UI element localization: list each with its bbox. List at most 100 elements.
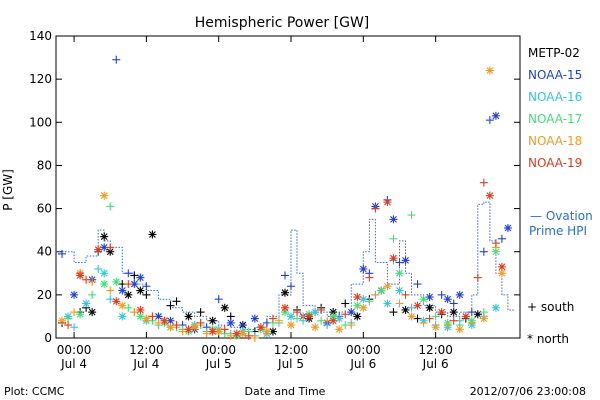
- data-point-metp-02: [184, 312, 193, 321]
- data-point-noaa-15: [214, 295, 223, 304]
- data-point-noaa-19: [172, 321, 181, 330]
- x-tick-date: Jul 4: [60, 357, 87, 371]
- data-point-noaa-19: [196, 318, 205, 327]
- data-point-metp-02: [208, 316, 217, 325]
- data-point-noaa-19: [293, 308, 302, 317]
- data-point-noaa-18: [202, 329, 211, 338]
- data-point-noaa-19: [425, 314, 434, 323]
- data-point-noaa-19: [184, 325, 193, 334]
- y-tick-label: 100: [29, 115, 52, 129]
- footer-left: Plot: CCMC: [4, 385, 65, 398]
- data-point-noaa-15: [485, 116, 494, 125]
- legend: METP-02 NOAA-15 NOAA-16 NOAA-17 NOAA-18 NOAA-…: [528, 46, 582, 170]
- data-point-noaa-17: [407, 211, 416, 220]
- data-point-noaa-16: [335, 314, 344, 323]
- x-axis-label: Date and Time: [245, 385, 326, 398]
- data-point-noaa-17: [419, 295, 428, 304]
- data-point-noaa-19: [112, 297, 121, 306]
- data-point-noaa-18: [118, 301, 127, 310]
- data-point-noaa-18: [287, 321, 296, 330]
- data-point-noaa-15: [118, 286, 127, 295]
- data-point-metp-02: [473, 310, 482, 319]
- data-point-noaa-18: [419, 318, 428, 327]
- data-point-noaa-18: [262, 327, 271, 336]
- data-point-metp-02: [124, 290, 133, 299]
- data-point-metp-02: [172, 297, 181, 306]
- data-point-noaa-18: [190, 323, 199, 332]
- legend-entry-noaa-18: NOAA-18: [528, 134, 582, 148]
- data-point-noaa-18: [100, 191, 109, 200]
- x-tick-time: 00:00: [57, 343, 92, 357]
- data-point-noaa-18: [238, 329, 247, 338]
- data-point-noaa-15: [491, 111, 500, 120]
- data-point-noaa-15: [124, 269, 133, 278]
- data-point-noaa-19: [449, 316, 458, 325]
- data-point-noaa-16: [359, 295, 368, 304]
- data-point-noaa-16: [118, 312, 127, 321]
- data-point-noaa-17: [389, 234, 398, 243]
- y-axis-label: P [GW]: [1, 169, 15, 211]
- data-point-noaa-18: [335, 325, 344, 334]
- data-point-metp-02: [100, 232, 109, 241]
- data-point-noaa-15: [112, 55, 121, 64]
- data-point-noaa-19: [148, 312, 157, 321]
- data-point-noaa-19: [497, 262, 506, 271]
- data-point-noaa-19: [485, 191, 494, 200]
- data-point-noaa-18: [214, 327, 223, 336]
- data-point-metp-02: [280, 288, 289, 297]
- data-point-noaa-18: [130, 308, 139, 317]
- y-tick-label: 60: [37, 202, 52, 216]
- data-point-noaa-17: [76, 310, 85, 319]
- data-point-noaa-16: [383, 299, 392, 308]
- data-point-noaa-17: [112, 277, 121, 286]
- data-point-noaa-16: [395, 286, 404, 295]
- legend-entry-noaa-15: NOAA-15: [528, 68, 582, 82]
- data-point-noaa-19: [461, 312, 470, 321]
- x-tick-date: Jul 6: [422, 357, 449, 371]
- data-point-noaa-19: [491, 239, 500, 248]
- data-point-metp-02: [353, 312, 362, 321]
- data-point-noaa-16: [106, 295, 115, 304]
- data-point-noaa-15: [467, 308, 476, 317]
- marker-south-label: + south: [527, 300, 574, 314]
- x-tick-time: 12:00: [418, 343, 453, 357]
- data-point-metp-02: [136, 286, 145, 295]
- data-point-noaa-16: [311, 308, 320, 317]
- y-tick-label: 40: [37, 245, 52, 259]
- data-point-noaa-19: [437, 308, 446, 317]
- data-point-noaa-15: [58, 249, 67, 258]
- marker-north-label: * north: [527, 332, 569, 346]
- data-point-noaa-15: [437, 290, 446, 299]
- data-point-noaa-18: [58, 316, 67, 325]
- ovation-prime-line: [56, 201, 514, 330]
- data-point-noaa-18: [178, 327, 187, 336]
- x-tick-date: Jul 4: [132, 357, 159, 371]
- x-tick-time: 00:00: [201, 343, 236, 357]
- data-point-noaa-19: [413, 301, 422, 310]
- data-point-noaa-18: [395, 299, 404, 308]
- data-point-noaa-19: [389, 254, 398, 263]
- data-point-noaa-19: [106, 243, 115, 252]
- data-point-noaa-18: [485, 66, 494, 75]
- data-point-noaa-17: [100, 280, 109, 289]
- y-tick-label: 120: [29, 72, 52, 86]
- data-point-noaa-15: [136, 273, 145, 282]
- data-point-noaa-15: [389, 215, 398, 224]
- data-point-noaa-18: [226, 331, 235, 340]
- data-point-noaa-15: [226, 318, 235, 327]
- data-point-noaa-15: [395, 258, 404, 267]
- data-point-noaa-19: [208, 327, 217, 336]
- data-point-noaa-19: [317, 305, 326, 314]
- data-point-noaa-19: [341, 310, 350, 319]
- model-label-line1: — Ovation: [530, 209, 593, 223]
- data-point-noaa-17: [353, 301, 362, 310]
- data-point-noaa-19: [280, 303, 289, 312]
- data-point-noaa-15: [449, 299, 458, 308]
- data-point-metp-02: [88, 308, 97, 317]
- data-point-metp-02: [389, 308, 398, 317]
- y-tick-label: 20: [37, 288, 52, 302]
- data-point-noaa-18: [479, 314, 488, 323]
- x-tick-time: 12:00: [129, 343, 164, 357]
